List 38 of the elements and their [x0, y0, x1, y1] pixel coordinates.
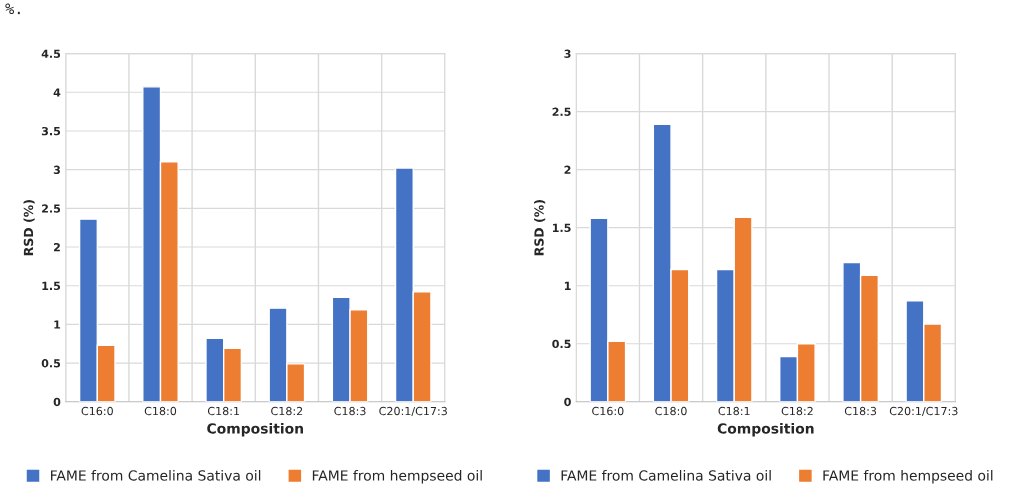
- x-tick-label: C18:1: [718, 406, 750, 416]
- x-tick-label: C20:1/C17:3: [889, 406, 958, 417]
- y-tick-label: 2: [54, 242, 60, 252]
- legend-label: FAME from hempseed oil: [312, 469, 482, 484]
- y-tick-label: 2.5: [42, 204, 61, 213]
- y-tick-label: 0.5: [41, 359, 61, 368]
- x-tick-label: C18:3: [844, 406, 877, 416]
- legend-label: FAME from Camelina Sativa oil: [561, 469, 771, 481]
- x-tick-label: C16:0: [592, 406, 624, 416]
- y-tick-label: 2: [564, 165, 571, 174]
- y-tick-label: 3: [564, 49, 571, 58]
- y-tick-label: 1.5: [42, 281, 61, 291]
- x-tick-label: C20:1/C17:3: [379, 406, 447, 417]
- y-tick-label: 4: [53, 88, 61, 97]
- y-tick-label: 0.5: [552, 339, 571, 349]
- y-tick-label: 4.5: [41, 49, 61, 58]
- legend-label: FAME from Camelina Sativa oil: [51, 469, 261, 481]
- x-tick-label: C18:2: [781, 406, 813, 416]
- y-tick-label: 1: [564, 281, 571, 290]
- y-tick-label: 1: [54, 320, 61, 329]
- y-tick-label: 3: [53, 165, 60, 175]
- x-tick-label: C18:0: [144, 406, 177, 416]
- y-axis-title: RSD (%): [23, 200, 35, 256]
- y-tick-label: 0: [564, 397, 571, 407]
- y-tick-label: 0: [53, 397, 61, 407]
- x-tick-label: C18:2: [271, 406, 303, 416]
- x-tick-label: C16:0: [81, 406, 113, 416]
- y-tick-label: 1.5: [552, 223, 571, 233]
- text: %.: [5, 3, 20, 15]
- y-tick-label: 3.5: [41, 126, 61, 136]
- x-axis-title: Composition: [717, 422, 814, 437]
- x-tick-label: C18:0: [655, 406, 687, 416]
- y-tick-label: 2.5: [552, 107, 571, 116]
- x-tick-label: C18:3: [334, 406, 366, 416]
- y-axis-title: RSD (%): [534, 200, 546, 256]
- x-axis-title: Composition: [207, 422, 303, 437]
- legend-label: FAME from hempseed oil: [823, 469, 993, 484]
- x-tick-label: C18:1: [207, 406, 240, 416]
